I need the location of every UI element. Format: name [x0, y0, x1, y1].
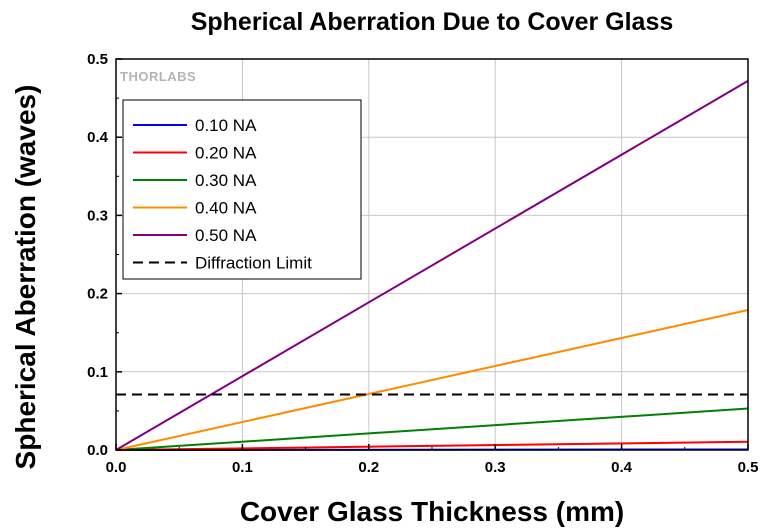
y-tick-label: 0.5: [87, 51, 108, 68]
x-tick-label: 0.3: [485, 459, 506, 476]
series-line: [115, 309, 749, 451]
series-line: [115, 440, 749, 451]
legend-box: [122, 99, 362, 280]
y-tick-label: 0.3: [87, 207, 108, 224]
x-tick-label: 0.2: [358, 459, 379, 476]
x-tick-label: 0.1: [232, 459, 253, 476]
x-tick-label: 0.4: [611, 459, 633, 476]
thorlabs-watermark: THORLABS: [120, 69, 196, 84]
ticks: 0.0 0.1 0.2 0.3 0.4 0.5 0.0 0.1 0.2 0.3 0.4 0.5: [87, 51, 758, 476]
chart-title: Spherical Aberration Due to Cover Glass: [191, 8, 674, 36]
legend-label: 0.10 NA: [195, 116, 257, 135]
legend-label: 0.40 NA: [195, 199, 257, 218]
x-tick-label: 0.5: [738, 459, 759, 476]
legend-label: 0.20 NA: [195, 144, 257, 163]
y-tick-label: 0.4: [87, 129, 109, 146]
legend-label: 0.50 NA: [195, 226, 257, 245]
legend-label: 0.30 NA: [195, 171, 257, 190]
y-tick-label: 0.1: [87, 364, 108, 381]
y-tick-label: 0.0: [87, 442, 108, 459]
series-line: [115, 407, 749, 451]
y-axis-label: Spherical Aberration (waves): [10, 85, 41, 470]
series-line: [115, 80, 749, 451]
legend: 0.10 NA 0.20 NA 0.30 NA 0.40 NA 0.50 NA Diffr…: [122, 99, 362, 280]
x-axis-label: Cover Glass Thickness (mm): [240, 496, 624, 527]
legend-label: Diffraction Limit: [195, 254, 312, 273]
x-tick-label: 0.0: [106, 459, 127, 476]
y-tick-label: 0.2: [87, 286, 108, 303]
